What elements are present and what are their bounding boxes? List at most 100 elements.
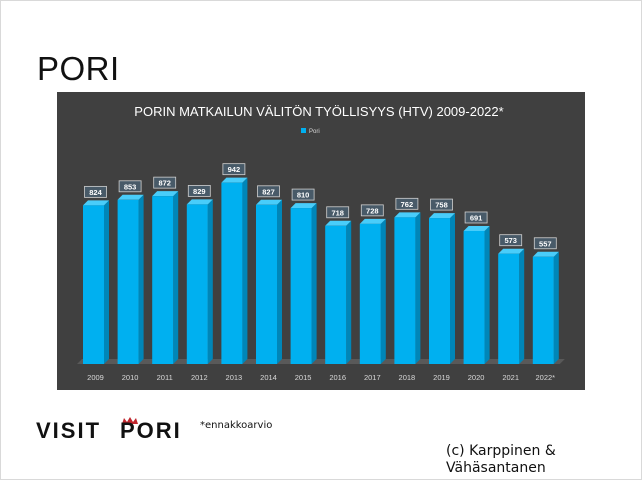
bar-top — [498, 248, 525, 254]
bar-2018 — [394, 212, 421, 364]
x-tick-label: 2019 — [433, 373, 450, 382]
data-label-box — [153, 176, 177, 189]
bar-top — [117, 194, 144, 200]
bar-side — [138, 194, 144, 364]
data-label-text: 829 — [193, 187, 206, 196]
bar-2017 — [359, 218, 386, 364]
data-label-box — [187, 185, 211, 197]
bar-top — [152, 191, 179, 197]
bar-2021 — [498, 248, 525, 364]
chart-floor — [77, 359, 565, 364]
bar-2010 — [117, 194, 144, 364]
data-label-box — [395, 197, 419, 210]
x-tick-label: 2013 — [226, 373, 243, 382]
bar-2016 — [325, 220, 352, 364]
footnote: *ennakkoarvio — [200, 420, 273, 431]
data-label-2012: 829 — [187, 185, 211, 197]
x-tick-label: 2021 — [502, 373, 519, 382]
data-label-box — [360, 204, 384, 217]
bar-top — [256, 199, 282, 205]
data-label-text: 824 — [89, 188, 102, 197]
x-tick-label: 2018 — [399, 373, 416, 382]
data-label-2016: 718 — [326, 206, 350, 219]
bar-side — [277, 199, 282, 364]
bar-front — [429, 218, 450, 364]
visit-pori-logo: VISIT PORI — [36, 414, 186, 444]
bar-2014 — [256, 199, 282, 364]
bar-front — [463, 230, 485, 364]
x-tick-label: 2009 — [87, 373, 104, 382]
data-label-2019: 758 — [430, 198, 453, 211]
bar-front — [152, 196, 174, 364]
data-label-2009: 824 — [84, 185, 107, 198]
bar-side — [173, 191, 179, 364]
x-tick-label: 2020 — [468, 373, 485, 382]
bar-side — [415, 212, 421, 364]
bar-top — [83, 200, 109, 206]
bar-2009 — [83, 200, 109, 364]
bar-top — [532, 251, 559, 257]
data-label-2018: 762 — [395, 197, 419, 210]
x-tick-label: 2012 — [191, 373, 208, 382]
x-tick-label: 2014 — [260, 373, 277, 382]
data-label-box — [222, 163, 246, 176]
svg-text:VISIT: VISIT — [36, 418, 101, 443]
bar-side — [380, 218, 386, 364]
bar-top — [325, 220, 352, 226]
chart-area: PORIN MATKAILUN VÄLITÖN TYÖLLISYYS (HTV)… — [57, 92, 585, 390]
data-label-2015: 810 — [291, 188, 315, 201]
bar-side — [553, 251, 559, 364]
data-label-box — [533, 237, 557, 250]
bar-top — [359, 218, 386, 224]
data-label-text: 691 — [470, 213, 483, 222]
data-label-2022*: 557 — [533, 237, 557, 250]
data-label-box — [430, 198, 453, 211]
bar-2022* — [532, 251, 559, 364]
data-label-text: 557 — [539, 239, 552, 248]
bar-front — [359, 223, 381, 364]
data-label-text: 827 — [262, 187, 275, 196]
slide-title: PORI — [37, 50, 120, 87]
bar-side — [346, 220, 352, 364]
data-label-box — [464, 211, 488, 224]
bar-2011 — [152, 191, 179, 364]
data-label-2014: 827 — [257, 185, 280, 198]
bar-front — [498, 253, 520, 364]
x-tick-label: 2011 — [157, 373, 173, 382]
bar-2012 — [186, 199, 213, 364]
data-label-2017: 728 — [360, 204, 384, 217]
data-label-text: 762 — [401, 200, 414, 209]
svg-text:PORI: PORI — [120, 418, 182, 443]
chart-title: PORIN MATKAILUN VÄLITÖN TYÖLLISYYS (HTV)… — [134, 104, 503, 119]
bar-2019 — [429, 213, 455, 364]
bar-top — [394, 212, 421, 218]
bar-front — [325, 225, 347, 364]
bar-2020 — [463, 225, 490, 364]
bar-side — [242, 177, 248, 364]
data-label-text: 758 — [435, 201, 448, 210]
data-label-box — [118, 180, 142, 193]
bar-top — [186, 199, 213, 205]
data-label-box — [291, 188, 315, 201]
data-label-2020: 691 — [464, 211, 488, 224]
bar-side — [207, 199, 213, 364]
bar-front — [532, 256, 554, 364]
crown-icon — [122, 417, 138, 424]
bar-top — [463, 225, 490, 231]
data-label-text: 853 — [124, 182, 137, 191]
data-label-box — [84, 185, 107, 198]
data-label-text: 718 — [331, 208, 344, 217]
bar-front — [221, 182, 243, 364]
data-label-text: 810 — [297, 191, 310, 200]
x-tick-label: 2016 — [329, 373, 346, 382]
bar-front — [186, 204, 208, 364]
legend-swatch — [301, 128, 306, 133]
copyright-credit: (c) Karppinen & Vähäsantanen — [446, 443, 556, 476]
bar-side — [450, 213, 455, 364]
data-label-text: 728 — [366, 206, 379, 215]
bar-front — [117, 199, 139, 364]
data-label-box — [257, 185, 280, 198]
bar-top — [221, 177, 248, 183]
x-tick-label: 2010 — [122, 373, 139, 382]
bar-side — [104, 200, 109, 364]
